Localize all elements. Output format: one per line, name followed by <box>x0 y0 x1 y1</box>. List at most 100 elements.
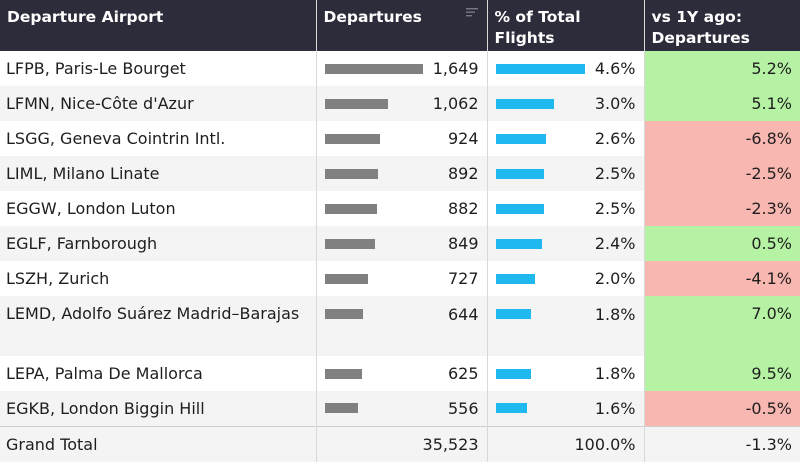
departures-bar <box>324 133 380 144</box>
pct-bar <box>495 403 527 414</box>
departures-cell: 924 <box>316 121 488 156</box>
pct-value: 2.5% <box>594 199 636 218</box>
pct-cell: 1.8% <box>487 296 645 356</box>
table-row[interactable]: LEMD, Adolfo Suárez Madrid–Barajas 644 1.8… <box>0 296 800 356</box>
departures-bar <box>324 63 423 74</box>
header-pct-total[interactable]: % of Total Flights <box>487 0 645 51</box>
yoy-value: -2.5% <box>644 156 800 191</box>
pct-value: 2.4% <box>594 234 636 253</box>
pct-cell: 3.0% <box>487 86 645 121</box>
table-row[interactable]: LSZH, Zurich 727 2.0% -4.1% <box>0 261 800 296</box>
pct-value: 1.6% <box>594 398 636 418</box>
header-yoy[interactable]: vs 1Y ago: Departures <box>644 0 800 51</box>
airport-name: EGGW, London Luton <box>0 191 317 226</box>
grand-total-row: Grand Total 35,523 100.0% -1.3% <box>0 425 800 462</box>
pct-cell: 2.5% <box>487 191 645 226</box>
total-pct: 100.0% <box>487 425 645 462</box>
departures-cell: 892 <box>316 156 488 191</box>
pct-value: 2.5% <box>594 164 636 183</box>
airport-name: EGLF, Farnborough <box>0 226 317 261</box>
table-row[interactable]: EGGW, London Luton 882 2.5% -2.3% <box>0 191 800 226</box>
departures-value: 625 <box>447 364 479 383</box>
pct-bar <box>495 133 546 144</box>
pct-value: 1.8% <box>594 364 636 383</box>
yoy-value: -2.3% <box>644 191 800 226</box>
pct-cell: 2.5% <box>487 156 645 191</box>
airport-name: LFMN, Nice-Côte d'Azur <box>0 86 317 121</box>
departures-value: 892 <box>447 164 479 183</box>
airport-name: LFPB, Paris-Le Bourget <box>0 51 317 86</box>
pct-bar <box>495 98 554 109</box>
departures-value: 849 <box>447 234 479 253</box>
pct-value: 2.6% <box>594 129 636 148</box>
pct-cell: 2.6% <box>487 121 645 156</box>
table-body: LFPB, Paris-Le Bourget 1,649 4.6% 5.2% LFMN,… <box>0 51 800 426</box>
table-row[interactable]: LSGG, Geneva Cointrin Intl. 924 2.6% -6.8% <box>0 121 800 156</box>
table-row[interactable]: LEPA, Palma De Mallorca 625 1.8% 9.5% <box>0 356 800 391</box>
pct-cell: 2.4% <box>487 226 645 261</box>
pct-bar <box>495 238 542 249</box>
departures-cell: 727 <box>316 261 488 296</box>
departures-value: 644 <box>447 304 479 324</box>
departures-bar <box>324 203 377 214</box>
pct-bar <box>495 168 544 179</box>
pct-bar <box>495 203 544 214</box>
table-row[interactable]: LFPB, Paris-Le Bourget 1,649 4.6% 5.2% <box>0 51 800 86</box>
yoy-value: -0.5% <box>644 391 800 426</box>
pct-value: 1.8% <box>594 304 636 324</box>
yoy-value: 7.0% <box>644 296 800 356</box>
pct-cell: 1.8% <box>487 356 645 391</box>
header-departures[interactable]: Departures <box>316 0 488 51</box>
airport-name: LEMD, Adolfo Suárez Madrid–Barajas <box>0 296 317 356</box>
yoy-value: -6.8% <box>644 121 800 156</box>
pct-bar <box>495 273 535 284</box>
table-row[interactable]: LIML, Milano Linate 892 2.5% -2.5% <box>0 156 800 191</box>
header-airport[interactable]: Departure Airport <box>0 0 317 51</box>
departures-bar <box>324 98 388 109</box>
airport-name: LSGG, Geneva Cointrin Intl. <box>0 121 317 156</box>
yoy-value: 0.5% <box>644 226 800 261</box>
yoy-value: 5.2% <box>644 51 800 86</box>
pct-value: 2.0% <box>594 269 636 288</box>
airport-name: LIML, Milano Linate <box>0 156 317 191</box>
departures-cell: 644 <box>316 296 488 356</box>
total-label: Grand Total <box>0 425 317 462</box>
table-row[interactable]: EGLF, Farnborough 849 2.4% 0.5% <box>0 226 800 261</box>
yoy-value: 5.1% <box>644 86 800 121</box>
departures-value: 924 <box>447 129 479 148</box>
yoy-value: -4.1% <box>644 261 800 296</box>
pct-bar <box>495 368 531 379</box>
departures-cell: 625 <box>316 356 488 391</box>
table-row[interactable]: LFMN, Nice-Côte d'Azur 1,062 3.0% 5.1% <box>0 86 800 121</box>
departures-bar <box>324 168 378 179</box>
airport-name: LEPA, Palma De Mallorca <box>0 356 317 391</box>
pct-bar <box>495 309 531 319</box>
pct-cell: 4.6% <box>487 51 645 86</box>
departures-value: 1,649 <box>432 59 479 78</box>
departures-value: 1,062 <box>432 94 479 113</box>
pct-value: 4.6% <box>594 59 636 78</box>
departures-cell: 849 <box>316 226 488 261</box>
departures-bar <box>324 368 362 379</box>
sort-descending-icon[interactable] <box>465 6 479 20</box>
departures-value: 556 <box>447 398 479 418</box>
table-row[interactable]: EGKB, London Biggin Hill 556 1.6% -0.5% <box>0 391 800 426</box>
header-row: Departure Airport Departures % of Total … <box>0 0 800 51</box>
pct-bar <box>495 63 585 74</box>
departures-cell: 556 <box>316 391 488 426</box>
pct-value: 3.0% <box>594 94 636 113</box>
departures-value: 882 <box>447 199 479 218</box>
departures-bar <box>324 403 358 414</box>
total-departures: 35,523 <box>316 425 488 462</box>
departures-cell: 882 <box>316 191 488 226</box>
airport-name: EGKB, London Biggin Hill <box>0 391 317 426</box>
airport-name: LSZH, Zurich <box>0 261 317 296</box>
yoy-value: 9.5% <box>644 356 800 391</box>
departures-bar <box>324 273 368 284</box>
departures-cell: 1,062 <box>316 86 488 121</box>
departures-bar <box>324 309 363 319</box>
header-departures-label: Departures <box>323 8 422 26</box>
departures-bar <box>324 238 375 249</box>
total-yoy: -1.3% <box>644 425 800 462</box>
